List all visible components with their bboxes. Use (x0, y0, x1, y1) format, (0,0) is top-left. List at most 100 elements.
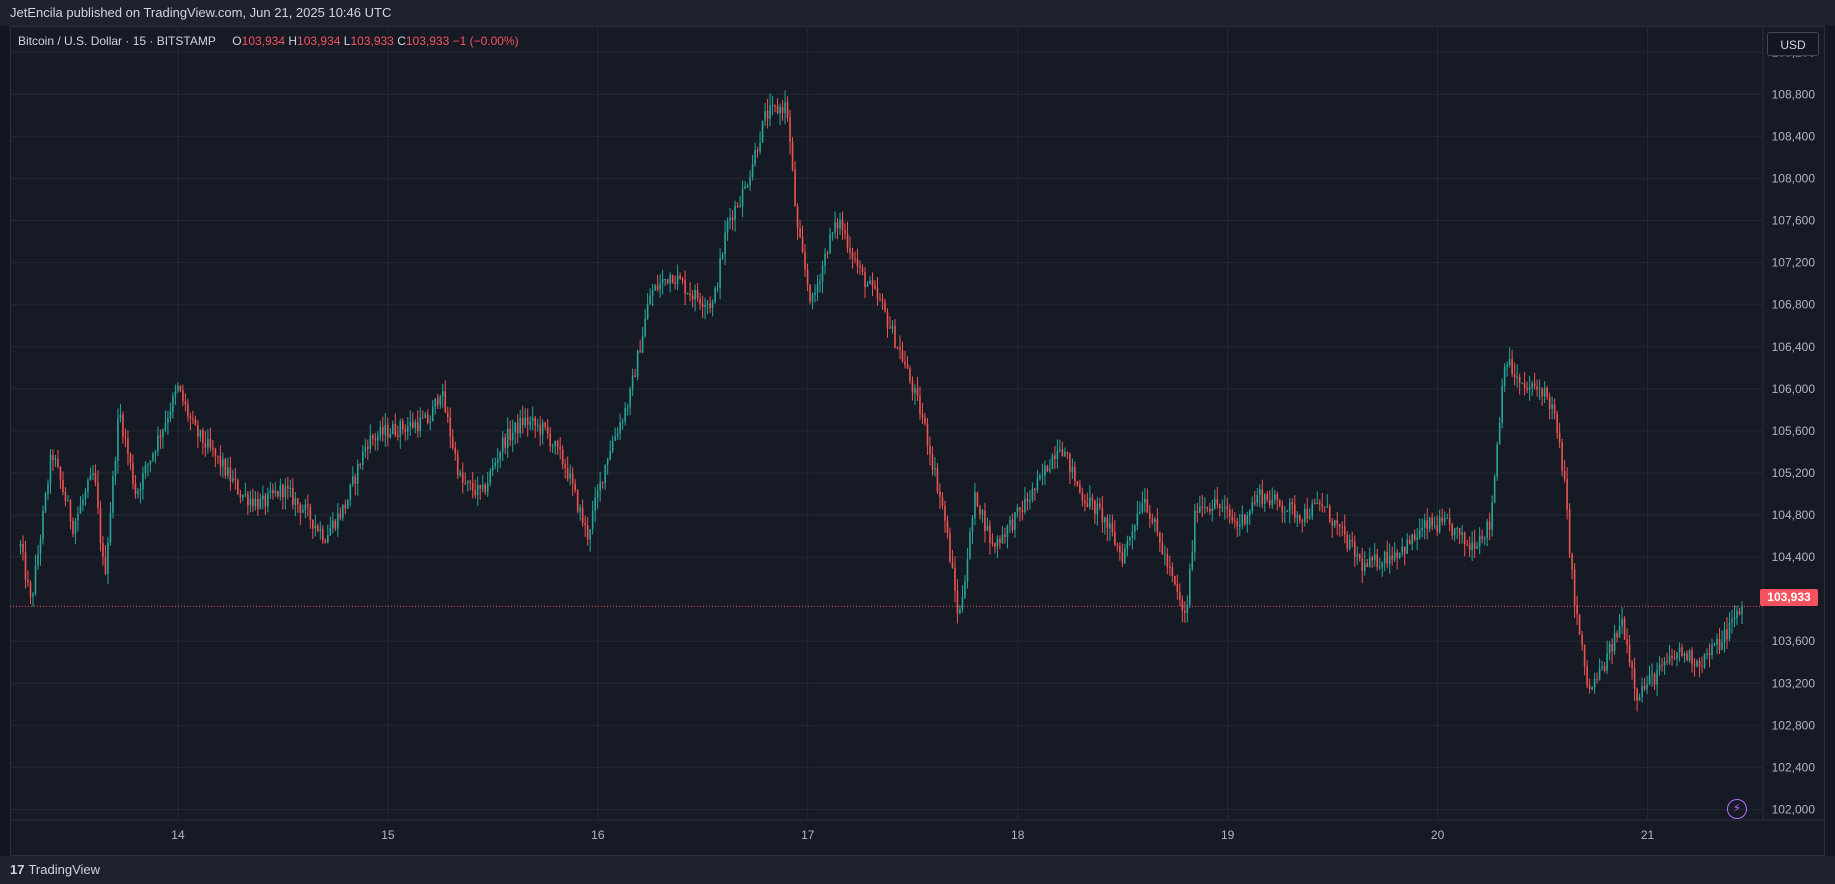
candle-body (541, 422, 544, 435)
candle-body (1206, 506, 1209, 509)
candle-body (1563, 470, 1566, 480)
candle-body (1523, 382, 1526, 389)
candle-body (1593, 678, 1596, 688)
candle-body (1139, 511, 1141, 514)
candle-body (409, 421, 412, 427)
candle-body (976, 492, 979, 507)
candle-body (931, 454, 934, 470)
candle-body (666, 279, 669, 284)
candle-body (114, 460, 117, 477)
candle-body (539, 424, 541, 435)
candle-body (909, 368, 911, 381)
candle-body (252, 498, 254, 507)
candle-body (969, 531, 971, 560)
candle-body (856, 259, 859, 266)
candle-body (959, 609, 961, 614)
candle-body (796, 206, 799, 229)
chart-pane[interactable] (10, 26, 1825, 856)
candle-body (771, 105, 774, 107)
low-label: L (343, 34, 351, 48)
candle-body (739, 205, 741, 207)
candle-body (491, 465, 494, 471)
candle-body (621, 421, 624, 423)
candle-body (461, 472, 464, 484)
candle-body (1368, 557, 1371, 567)
candle-body (1226, 506, 1229, 510)
candle-body (671, 274, 674, 283)
candle-body (481, 484, 484, 489)
candle-body (92, 473, 94, 475)
candle-body (996, 538, 999, 547)
candle-body (1263, 494, 1266, 504)
y-tick-label: 106,800 (1772, 298, 1816, 312)
candle-body (1526, 388, 1528, 390)
candle-body (526, 417, 529, 425)
candle-body (292, 488, 294, 505)
candle-body (1598, 667, 1601, 680)
candle-body (1159, 531, 1161, 543)
candle-body (1628, 644, 1631, 663)
candle-body (934, 468, 936, 470)
candle-body (1708, 653, 1711, 655)
candle-body (1278, 500, 1281, 506)
candle-body (1703, 653, 1706, 668)
candle-body (1331, 521, 1334, 526)
candle-body (49, 454, 52, 485)
candle-body (1733, 617, 1736, 620)
candle-body (476, 484, 479, 496)
candle-body (1673, 657, 1676, 659)
candle-body (1189, 568, 1191, 606)
tradingview-logo[interactable]: 17 TradingView (10, 856, 100, 884)
candle-body (916, 388, 919, 396)
x-tick-label: 21 (1641, 828, 1655, 842)
candle-body (1538, 388, 1541, 390)
candle-body (519, 418, 522, 434)
candle-body (641, 335, 644, 353)
candle-body (267, 492, 269, 507)
candle-body (611, 440, 614, 452)
candle-body (499, 452, 502, 460)
candle-body (1229, 509, 1231, 517)
candle-body (1341, 526, 1344, 528)
candle-body (684, 280, 686, 294)
candle-body (719, 258, 721, 288)
candle-body (749, 176, 751, 186)
candle-body (1623, 618, 1626, 640)
y-tick-label: 102,000 (1772, 802, 1816, 816)
candle-body (524, 417, 527, 426)
candle-body (1378, 567, 1381, 569)
candle-body (1081, 492, 1084, 501)
candle-body (896, 347, 899, 349)
symbol-label[interactable]: Bitcoin / U.S. Dollar · 15 · BITSTAMP (18, 34, 216, 48)
candle-body (1141, 503, 1144, 512)
high-label: H (288, 34, 298, 48)
candle-body (726, 220, 729, 233)
candle-body (1201, 506, 1204, 508)
candle-body (214, 448, 217, 456)
lightning-icon[interactable]: ⚡ (1727, 799, 1747, 819)
candle-body (1516, 376, 1518, 378)
candle-body (244, 494, 247, 496)
candle-body (1456, 528, 1458, 530)
candle-body (646, 304, 649, 319)
candle-body (804, 252, 806, 270)
y-tick-label: 107,600 (1772, 214, 1816, 228)
candle-body (1496, 444, 1498, 477)
candle-body (636, 350, 639, 377)
candle-body (484, 484, 487, 493)
candle-body (714, 288, 716, 302)
candle-body (946, 520, 949, 534)
candle-body (1316, 502, 1319, 504)
candle-body (649, 295, 651, 305)
candle-body (1721, 642, 1723, 650)
candle-body (1508, 359, 1511, 366)
candle-body (1408, 539, 1411, 545)
candle-body (1209, 508, 1211, 512)
currency-button[interactable]: USD (1767, 32, 1819, 56)
x-tick-label: 20 (1431, 828, 1445, 842)
candle-body (704, 304, 706, 307)
candle-body (1713, 643, 1716, 645)
candle-body (142, 473, 144, 490)
x-tick-label: 17 (801, 828, 815, 842)
